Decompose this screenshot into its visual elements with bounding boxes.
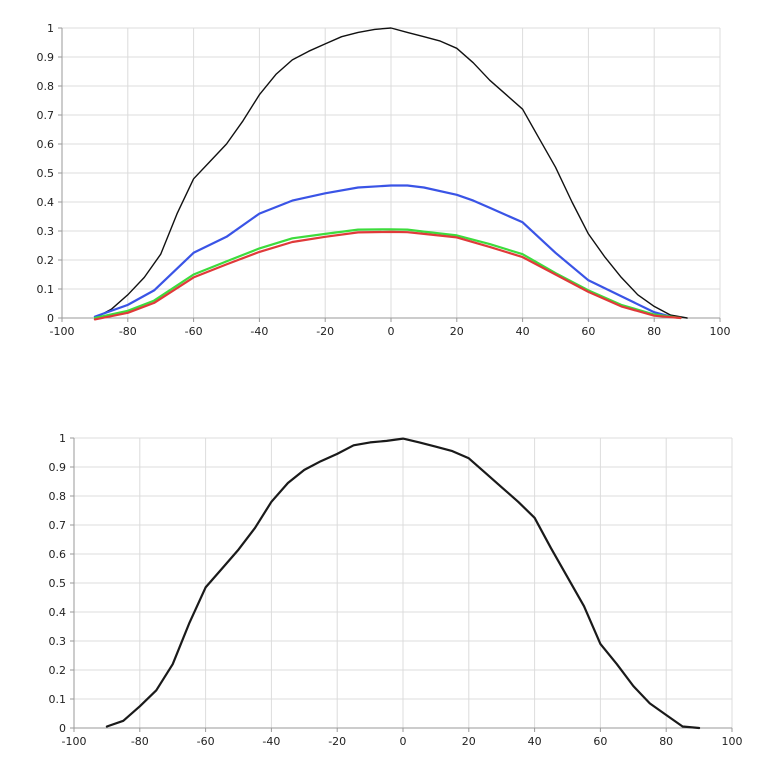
x-tick-label: 0 xyxy=(400,735,407,748)
x-tick-label: 40 xyxy=(528,735,542,748)
x-tick-label: -40 xyxy=(262,735,280,748)
y-tick-label: 0.9 xyxy=(49,461,67,474)
y-tick-label: 0.2 xyxy=(49,664,67,677)
y-tick-label: 1 xyxy=(59,432,66,445)
x-tick-label: 100 xyxy=(722,735,743,748)
y-tick-label: 0.7 xyxy=(49,519,67,532)
y-tick-label: 0.8 xyxy=(37,80,55,93)
chart-1-series-red xyxy=(93,230,682,321)
y-tick-label: 0.5 xyxy=(49,577,67,590)
chart-2-series-black xyxy=(105,437,701,730)
chart-1: -100 -80 -60 -40 -20 0 20 40 60 80 100 0 0.1 0.2 0.3 0.… xyxy=(37,22,731,338)
x-tick-label: -80 xyxy=(119,325,137,338)
x-tick-label: -20 xyxy=(328,735,346,748)
y-tick-label: 0.8 xyxy=(49,490,67,503)
y-tick-label: 0.9 xyxy=(37,51,55,64)
x-tick-label: 40 xyxy=(516,325,530,338)
x-tick-label: -80 xyxy=(131,735,149,748)
y-tick-label: 0 xyxy=(59,722,66,735)
y-tick-label: 0.7 xyxy=(37,109,55,122)
chart-1-series-green xyxy=(93,228,682,320)
x-tick-label: 80 xyxy=(659,735,673,748)
x-tick-label: 100 xyxy=(710,325,731,338)
y-tick-label: 0.1 xyxy=(37,283,55,296)
chart-2: -100 -80 -60 -40 -20 0 20 40 60 80 100 0 0.1 0.2 0.3 0.… xyxy=(49,432,743,748)
x-tick-label: -60 xyxy=(197,735,215,748)
x-tick-label: 60 xyxy=(593,735,607,748)
y-tick-label: 0.4 xyxy=(37,196,55,209)
x-tick-label: 20 xyxy=(450,325,464,338)
x-tick-label: 0 xyxy=(388,325,395,338)
x-tick-label: 60 xyxy=(581,325,595,338)
y-tick-label: 0 xyxy=(47,312,54,325)
y-tick-label: 0.5 xyxy=(37,167,55,180)
x-tick-label: 80 xyxy=(647,325,661,338)
y-tick-label: 1 xyxy=(47,22,54,35)
y-tick-label: 0.6 xyxy=(49,548,67,561)
x-tick-label: -100 xyxy=(50,325,75,338)
x-tick-label: 20 xyxy=(462,735,476,748)
y-tick-label: 0.3 xyxy=(37,225,55,238)
x-tick-label: -40 xyxy=(250,325,268,338)
y-tick-label: 0.3 xyxy=(49,635,67,648)
chart-1-series-black xyxy=(94,27,688,319)
x-tick-label: -60 xyxy=(185,325,203,338)
y-tick-label: 0.4 xyxy=(49,606,67,619)
x-tick-label: -20 xyxy=(316,325,334,338)
chart-1-series-blue xyxy=(93,184,672,318)
y-tick-label: 0.6 xyxy=(37,138,55,151)
x-tick-label: -100 xyxy=(62,735,87,748)
y-tick-label: 0.1 xyxy=(49,693,67,706)
y-tick-label: 0.2 xyxy=(37,254,55,267)
